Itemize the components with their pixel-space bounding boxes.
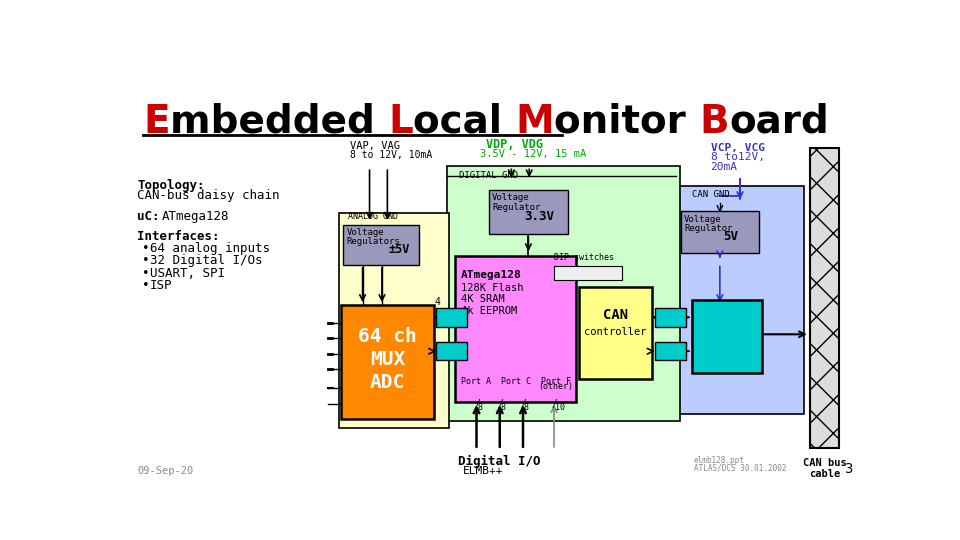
- Text: VDP, VDG: VDP, VDG: [486, 138, 542, 151]
- Text: •: •: [142, 254, 149, 267]
- Text: uC:: uC:: [137, 210, 159, 222]
- Text: elmb128.ppt: elmb128.ppt: [693, 456, 744, 465]
- Text: ATLAS/DCS 30.01.2002: ATLAS/DCS 30.01.2002: [693, 464, 786, 472]
- Text: ceiver: ceiver: [705, 343, 750, 356]
- Text: 10: 10: [555, 403, 564, 412]
- Text: 128K Flash: 128K Flash: [461, 283, 523, 293]
- Bar: [692, 300, 761, 373]
- Text: USART, SPI: USART, SPI: [150, 267, 226, 280]
- Bar: [681, 211, 758, 253]
- Bar: [344, 225, 420, 265]
- Bar: [339, 213, 449, 428]
- Text: Regulator: Regulator: [492, 202, 540, 212]
- Text: OPTO: OPTO: [443, 313, 461, 322]
- Text: VCP, VCG: VCP, VCG: [710, 143, 764, 153]
- Text: 8 to12V,: 8 to12V,: [710, 152, 764, 163]
- Text: CAN: CAN: [603, 308, 628, 322]
- Text: 3: 3: [844, 462, 852, 476]
- Text: DIGITAL GND: DIGITAL GND: [459, 171, 517, 180]
- Text: controller: controller: [585, 327, 647, 336]
- Text: 4k EEPROM: 4k EEPROM: [461, 306, 517, 316]
- Text: 32 Digital I/Os: 32 Digital I/Os: [150, 254, 263, 267]
- Text: (other): (other): [539, 382, 573, 391]
- Text: /: /: [520, 399, 526, 409]
- Text: E: E: [143, 103, 170, 140]
- Text: CAN bus
cable: CAN bus cable: [803, 457, 847, 479]
- Text: 20mA: 20mA: [710, 161, 737, 172]
- Text: Regulators: Regulators: [347, 237, 400, 246]
- Bar: [455, 256, 576, 402]
- Text: 8: 8: [477, 403, 482, 412]
- Text: 4: 4: [435, 297, 441, 307]
- Text: B: B: [700, 103, 730, 140]
- Bar: [436, 342, 468, 361]
- Text: ±5V: ±5V: [388, 242, 410, 255]
- Bar: [554, 266, 622, 280]
- Text: Port A  Port C  Port F: Port A Port C Port F: [461, 377, 571, 387]
- Text: Regulator: Regulator: [684, 224, 732, 233]
- Bar: [655, 342, 685, 361]
- Bar: [809, 148, 839, 448]
- Text: VAP, VAG: VAP, VAG: [350, 141, 400, 152]
- Text: 8: 8: [500, 403, 506, 412]
- Text: 09-Sep-20: 09-Sep-20: [137, 466, 193, 476]
- Bar: [579, 287, 653, 379]
- Text: Voltage: Voltage: [684, 215, 722, 224]
- Text: ANALOG GND: ANALOG GND: [348, 212, 397, 221]
- Text: 4K SRAM: 4K SRAM: [461, 294, 505, 304]
- Text: 64 ch: 64 ch: [358, 327, 417, 346]
- Text: CAN GND: CAN GND: [692, 190, 730, 199]
- Text: OPTO: OPTO: [443, 347, 461, 356]
- Text: Digital I/O: Digital I/O: [459, 455, 541, 468]
- Text: OPTO: OPTO: [661, 313, 680, 322]
- Text: Topology:: Topology:: [137, 179, 204, 192]
- Text: ISP: ISP: [150, 279, 173, 292]
- Bar: [447, 166, 680, 421]
- Bar: [489, 190, 568, 234]
- Text: •: •: [142, 279, 149, 292]
- Text: CAN: CAN: [711, 314, 742, 332]
- Text: ELMB++: ELMB++: [463, 466, 503, 476]
- Text: /: /: [474, 399, 480, 409]
- Text: Voltage: Voltage: [492, 193, 530, 202]
- Text: 3.3V: 3.3V: [524, 211, 555, 224]
- Text: ocal: ocal: [413, 103, 516, 140]
- Bar: [436, 308, 468, 327]
- Text: ADC: ADC: [370, 373, 405, 392]
- Text: •: •: [142, 267, 149, 280]
- Text: ATmega128: ATmega128: [461, 269, 521, 280]
- Text: 64 analog inputs: 64 analog inputs: [150, 242, 270, 255]
- Text: 8 to 12V, 10mA: 8 to 12V, 10mA: [350, 150, 432, 160]
- Text: Voltage: Voltage: [347, 228, 384, 237]
- Bar: [677, 186, 804, 414]
- Text: /: /: [497, 399, 503, 409]
- Text: 3.5V - 12V, 15 mA: 3.5V - 12V, 15 mA: [480, 149, 586, 159]
- Text: Trans-: Trans-: [705, 332, 750, 345]
- Text: 5V: 5V: [723, 231, 738, 244]
- Text: 8: 8: [524, 403, 529, 412]
- Text: CAN-bus daisy chain: CAN-bus daisy chain: [137, 189, 279, 202]
- Text: DIP switches: DIP switches: [554, 253, 614, 262]
- Text: oard: oard: [730, 103, 829, 140]
- Text: MUX: MUX: [370, 350, 405, 369]
- Text: mbedded: mbedded: [170, 103, 388, 140]
- Bar: [341, 305, 434, 419]
- Text: ATmega128: ATmega128: [162, 210, 229, 222]
- Text: Interfaces:: Interfaces:: [137, 230, 220, 242]
- Text: •: •: [142, 242, 149, 255]
- Text: OPTO: OPTO: [661, 347, 680, 356]
- Text: /: /: [552, 399, 558, 409]
- Text: L: L: [388, 103, 413, 140]
- Bar: [655, 308, 685, 327]
- Text: M: M: [516, 103, 554, 140]
- Text: onitor: onitor: [554, 103, 700, 140]
